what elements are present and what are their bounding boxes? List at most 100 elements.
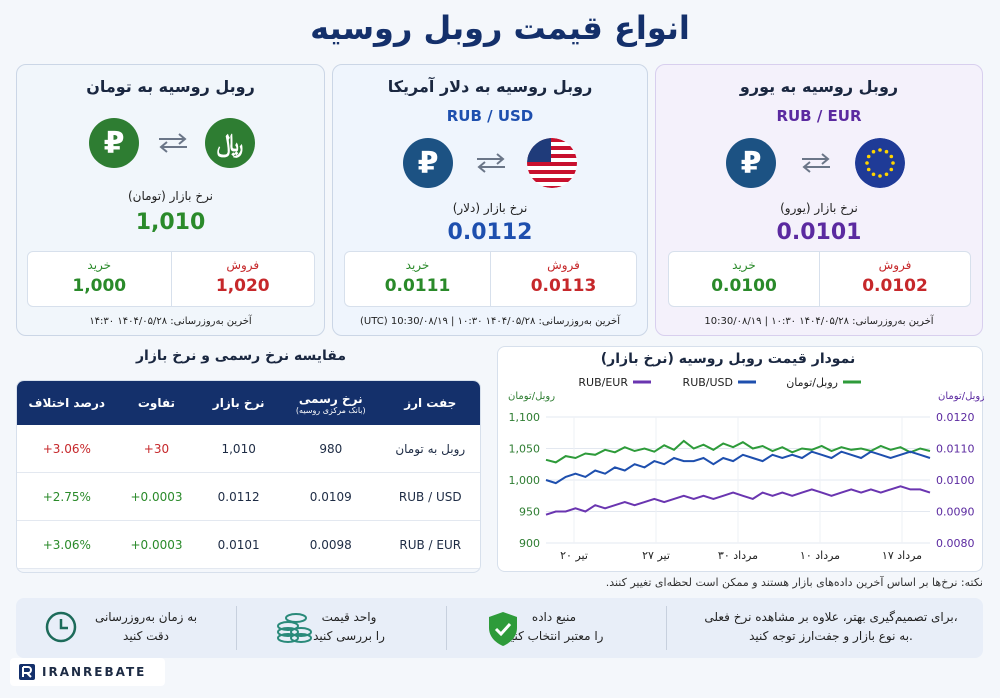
tips-footer: برای تصمیم‌گیری بهتر، علاوه بر مشاهده نر… — [16, 598, 983, 658]
y-tick-left: 950 — [519, 506, 540, 519]
feature-desc: را بررسی کنید — [313, 629, 385, 643]
line-chart: روبل/تومان RUB/USD RUB/EUR روبل/تومان روبل/ت… — [508, 376, 984, 562]
table-row: +3.06% +0.0003 0.0101 0.0098 RUB / EUR — [17, 521, 480, 569]
table-row: +2.75% +0.0003 0.0112 0.0109 RUB / USD — [17, 473, 480, 521]
market-rate: 1,010 — [135, 210, 206, 235]
pct-cell: +3.06% — [17, 521, 117, 569]
buy-label: خرید — [405, 258, 430, 272]
rub-eur-card: روبل روسیه به یورو RUB / EUR ₽ نرخ بازار… — [655, 64, 983, 336]
pair-cell: RUB / EUR — [380, 521, 480, 569]
col-pair: جفت ارز — [380, 381, 480, 425]
market-cell: 0.0101 — [196, 521, 281, 569]
sell-value: 1,020 — [215, 276, 270, 296]
card-title: روبل روسیه به دلار آمریکا — [387, 77, 593, 96]
official-cell: 980 — [281, 425, 381, 473]
table-header: درصد اختلاف تفاوت نرخ بازار نرخ رسمی (بان… — [17, 381, 480, 425]
col-official-sub: (بانک مرکزی روسیه) — [295, 405, 366, 415]
last-updated: آخرین به‌روزرسانی: ۱۴۰۴/۰۵/۲۸ ۱۴:۳۰ — [89, 316, 252, 327]
col-official: نرخ رسمی (بانک مرکزی روسیه) — [281, 381, 381, 425]
chart-title: نمودار قیمت روبل روسیه (نرخ بازار) — [600, 351, 856, 367]
x-tick-label: ۲۰ تیر — [560, 549, 588, 562]
legend-label: روبل/تومان — [786, 376, 838, 389]
buy-sell-box: خرید 0.0111 فروش 0.0113 — [344, 251, 637, 307]
feature-title: به زمان به‌روزرسانی — [94, 610, 198, 624]
note-text: نکته: نرخ‌ها بر اساس آخرین داده‌های بازا… — [605, 576, 983, 589]
buy-label: خرید — [87, 258, 112, 272]
feature-desc: را معتبر انتخاب کنید — [504, 629, 604, 643]
divider — [446, 606, 447, 650]
card-pair: RUB / USD — [446, 107, 534, 125]
buy-value: 0.0111 — [384, 276, 451, 296]
rate-label: نرخ بازار (یورو) — [780, 201, 858, 215]
x-tick-label: ۱۰ مرداد — [800, 549, 840, 562]
last-updated: آخرین به‌روزرسانی: ۱۴۰۴/۰۵/۲۸ ۱۰:۳۰ | 10… — [704, 316, 934, 327]
diff-cell: +30 — [116, 425, 197, 473]
y-tick-left: 1,000 — [509, 474, 541, 487]
price-chart: نمودار قیمت روبل روسیه (نرخ بازار) روبل/… — [497, 346, 984, 572]
market-rate: 0.0112 — [447, 220, 533, 245]
feature-desc: دقت کنید — [123, 629, 169, 643]
feature-update-time: به زمان به‌روزرسانی دقت کنید — [76, 598, 216, 658]
series-line-rubusd — [545, 450, 931, 485]
y-tick-left: 1,050 — [509, 443, 541, 456]
tip-block: برای تصمیم‌گیری بهتر، علاوه بر مشاهده نر… — [686, 598, 976, 658]
sell-label: فروش — [878, 258, 912, 272]
exchange-arrows-icon — [477, 153, 505, 173]
table-row: +3.06% +30 1,010 980 روبل به تومان — [17, 425, 480, 473]
buy-label: خرید — [732, 258, 756, 272]
rate-label: نرخ بازار (دلار) — [452, 201, 528, 215]
diff-cell: +0.0003 — [116, 473, 197, 521]
col-market: نرخ بازار — [196, 381, 281, 425]
market-cell: 0.0112 — [196, 473, 281, 521]
x-tick-label: ۱۷ مرداد — [882, 549, 922, 562]
card-title: روبل روسیه به یورو — [739, 77, 899, 96]
feature-title: منبع داده — [531, 610, 577, 624]
col-diff: تفاوت — [116, 381, 197, 425]
shield-check-icon — [489, 612, 517, 646]
col-pct: درصد اختلاف — [17, 381, 117, 425]
buy-value: 0.0100 — [711, 276, 777, 296]
card-pair: RUB / EUR — [776, 107, 862, 125]
coins-icon — [277, 613, 312, 643]
ruble-icon: ₽ — [403, 138, 453, 188]
last-updated: آخرین به‌روزرسانی: ۱۴۰۴/۰۵/۲۸ ۱۰:۳۰ | 10… — [360, 316, 620, 327]
tip-line-2: به نوع بازار و جفت‌ارز توجه کنید. — [749, 629, 913, 643]
rial-icon: ﷼ — [205, 118, 255, 168]
logo-icon — [19, 664, 35, 680]
feature-price-unit: واحد قیمت را بررسی کنید — [284, 598, 414, 658]
legend-label: RUB/USD — [683, 376, 733, 389]
buy-sell-box: خرید 1,000 فروش 1,020 — [27, 251, 315, 307]
eu-flag-icon — [855, 138, 905, 188]
rate-label: نرخ بازار (تومان) — [127, 189, 214, 203]
y-axis-right-label: روبل/تومان — [938, 391, 984, 402]
diff-cell: +0.0003 — [116, 521, 197, 569]
sell-value: 0.0113 — [530, 276, 597, 296]
compare-table: درصد اختلاف تفاوت نرخ بازار نرخ رسمی (بان… — [16, 380, 481, 573]
compare-title: مقایسه نرخ رسمی و نرخ بازار — [136, 348, 346, 364]
legend-label: RUB/EUR — [578, 376, 628, 389]
ruble-icon: ₽ — [89, 118, 139, 168]
pair-cell: RUB / USD — [380, 473, 480, 521]
pct-cell: +3.06% — [17, 425, 117, 473]
official-cell: 0.0098 — [281, 521, 381, 569]
market-cell: 1,010 — [196, 425, 281, 473]
exchange-arrows-icon — [802, 153, 830, 173]
sell-label: فروش — [226, 258, 260, 272]
y-tick-right: 0.0110 — [936, 443, 975, 456]
card-title: روبل روسیه به تومان — [86, 77, 255, 96]
sell-value: 0.0102 — [862, 276, 928, 296]
official-cell: 0.0109 — [281, 473, 381, 521]
sell-label: فروش — [547, 258, 580, 272]
pct-cell: +2.75% — [17, 473, 117, 521]
market-rate: 0.0101 — [776, 220, 862, 245]
feature-title: واحد قیمت — [321, 610, 377, 624]
ruble-icon: ₽ — [726, 138, 776, 188]
y-tick-left: 900 — [519, 537, 540, 550]
x-tick-label: ۲۷ تیر — [642, 549, 670, 562]
series-line- — [545, 439, 931, 464]
page-title: انواع قیمت روبل روسیه — [310, 9, 690, 47]
buy-sell-box: خرید 0.0100 فروش 0.0102 — [668, 251, 971, 307]
brand-logo[interactable]: IRANREBATE — [10, 658, 165, 686]
series-line-rubeur — [545, 485, 931, 516]
clock-icon — [45, 611, 77, 643]
